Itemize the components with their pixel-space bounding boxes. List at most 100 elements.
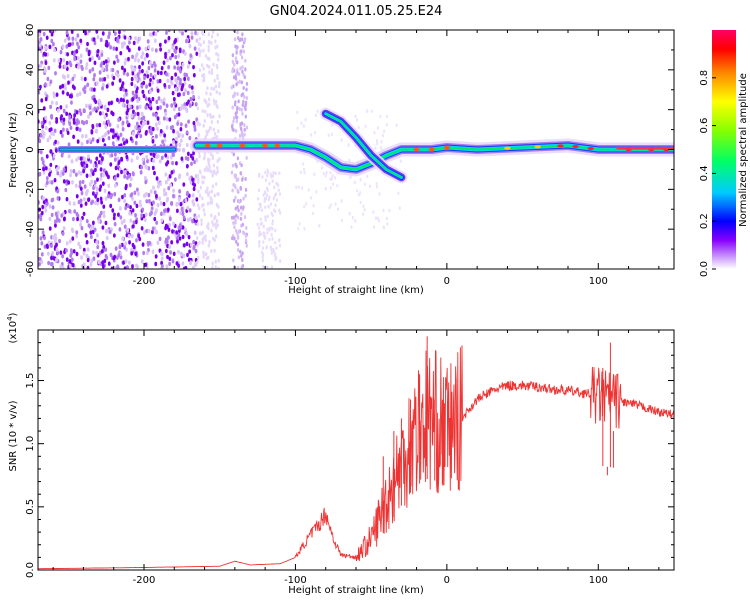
noise-speckle: [148, 103, 152, 108]
noise-speckle: [245, 81, 249, 86]
noise-speckle: [177, 112, 181, 117]
noise-speckle: [201, 73, 204, 78]
noise-speckle: [70, 100, 73, 105]
noise-speckle: [145, 165, 149, 170]
noise-speckle: [123, 245, 126, 250]
noise-speckle: [316, 109, 319, 114]
noise-speckle: [79, 111, 83, 117]
noise-speckle: [351, 215, 354, 220]
noise-speckle: [121, 127, 125, 132]
noise-speckle: [83, 196, 86, 202]
noise-speckle: [52, 58, 56, 63]
noise-speckle: [348, 158, 351, 163]
noise-speckle: [245, 226, 248, 231]
noise-speckle: [190, 161, 193, 166]
noise-speckle: [167, 235, 170, 240]
noise-speckle: [182, 182, 186, 187]
noise-speckle: [83, 89, 87, 95]
noise-speckle: [217, 258, 220, 263]
noise-speckle: [181, 211, 185, 217]
noise-speckle: [143, 75, 146, 81]
noise-speckle: [48, 44, 52, 50]
noise-speckle: [138, 36, 142, 41]
noise-speckle: [103, 77, 107, 82]
noise-speckle: [185, 241, 189, 247]
noise-speckle: [71, 36, 75, 41]
noise-speckle: [119, 86, 123, 92]
noise-speckle: [258, 202, 261, 207]
noise-speckle: [160, 65, 164, 71]
noise-speckle: [134, 251, 138, 257]
noise-speckle: [65, 257, 69, 262]
noise-speckle: [340, 218, 344, 223]
noise-speckle: [83, 156, 86, 162]
noise-speckle: [163, 138, 167, 143]
noise-speckle: [49, 261, 53, 267]
noise-speckle: [197, 133, 201, 138]
noise-speckle: [55, 242, 58, 247]
noise-speckle: [111, 81, 115, 86]
noise-speckle: [198, 206, 201, 211]
noise-speckle: [196, 32, 199, 37]
noise-speckle: [120, 65, 124, 71]
noise-speckle: [207, 243, 211, 248]
noise-speckle: [314, 113, 317, 118]
noise-speckle: [70, 257, 74, 262]
noise-speckle: [126, 72, 130, 77]
noise-speckle: [189, 153, 193, 159]
noise-speckle: [242, 49, 246, 54]
noise-speckle: [271, 213, 274, 218]
noise-speckle: [113, 221, 117, 227]
noise-speckle: [156, 203, 160, 208]
noise-speckle: [101, 86, 104, 91]
noise-speckle: [79, 156, 83, 161]
noise-speckle: [180, 156, 184, 161]
noise-speckle: [178, 147, 181, 153]
noise-speckle: [141, 207, 145, 212]
noise-speckle: [44, 82, 47, 87]
hot-spot: [216, 143, 223, 148]
noise-speckle: [89, 234, 93, 240]
noise-speckle: [74, 183, 78, 188]
noise-speckle: [188, 83, 192, 89]
noise-speckle: [189, 242, 193, 248]
noise-speckle: [243, 231, 246, 236]
noise-speckle: [78, 127, 82, 133]
noise-speckle: [186, 156, 190, 162]
noise-speckle: [382, 225, 385, 229]
noise-speckle: [198, 122, 201, 127]
noise-speckle: [92, 37, 96, 42]
hot-spot: [504, 146, 511, 150]
noise-speckle: [48, 204, 52, 209]
noise-speckle: [82, 251, 86, 256]
y-tick-label: 20: [25, 103, 36, 116]
noise-speckle: [207, 97, 211, 102]
noise-speckle: [187, 234, 191, 240]
noise-speckle: [116, 156, 120, 161]
noise-speckle: [182, 253, 186, 258]
noise-speckle: [166, 176, 170, 182]
noise-speckle: [150, 63, 154, 69]
noise-speckle: [182, 215, 186, 220]
noise-speckle: [51, 205, 55, 210]
noise-speckle: [77, 241, 81, 247]
noise-speckle: [376, 126, 379, 130]
noise-speckle: [164, 208, 168, 213]
noise-speckle: [211, 265, 214, 269]
noise-speckle: [51, 197, 55, 202]
noise-speckle: [95, 233, 99, 238]
noise-speckle: [66, 91, 70, 97]
noise-speckle: [122, 93, 126, 99]
main-trace-layer: [196, 144, 674, 171]
noise-speckle: [91, 67, 95, 72]
noise-speckle: [188, 208, 192, 213]
y-tick-label: -60: [25, 261, 36, 277]
noise-speckle: [241, 222, 244, 227]
noise-speckle: [125, 154, 129, 160]
noise-speckle: [218, 156, 221, 161]
noise-speckle: [132, 40, 136, 46]
noise-speckle: [196, 203, 200, 208]
noise-speckle: [135, 77, 139, 82]
noise-speckle: [244, 187, 248, 192]
noise-speckle: [206, 167, 209, 172]
